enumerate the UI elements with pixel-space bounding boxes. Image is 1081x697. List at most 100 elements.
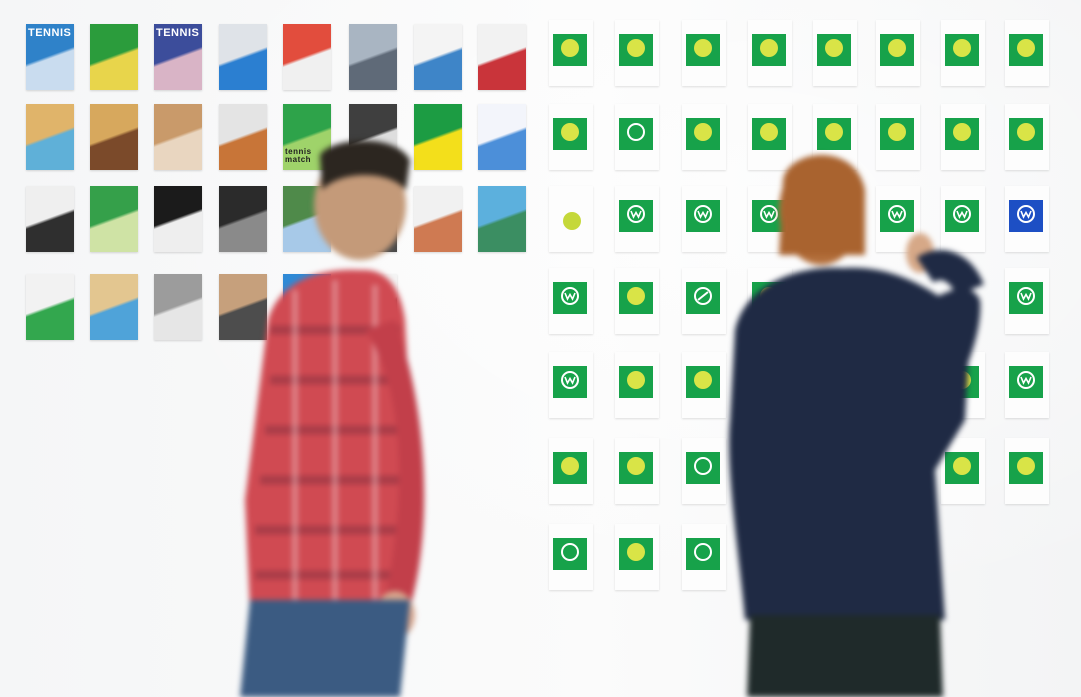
logo-card [549, 186, 593, 252]
print-image [26, 186, 74, 252]
inspiration-print [414, 186, 462, 252]
tennis-ball-icon [1017, 123, 1035, 141]
print-image [219, 104, 267, 170]
tennis-ball-icon [888, 123, 906, 141]
w-monogram-icon [627, 205, 645, 223]
inspiration-print [26, 104, 74, 170]
logo-card [615, 268, 659, 334]
logo-card [682, 20, 726, 86]
logo-tile [752, 34, 786, 66]
ring-logo-icon [561, 543, 579, 561]
tennis-ball-icon [561, 457, 579, 475]
logo-card [615, 104, 659, 170]
inspiration-print [90, 186, 138, 252]
w-monogram-icon [1017, 205, 1035, 223]
tennis-ball-icon [953, 123, 971, 141]
logo-card [615, 438, 659, 504]
logo-tile [553, 118, 587, 150]
tennis-ball-icon [694, 371, 712, 389]
logo-tile [686, 34, 720, 66]
logo-tile [880, 200, 914, 232]
print-image [90, 186, 138, 252]
tennis-ball-icon [760, 39, 778, 57]
logo-tile [686, 118, 720, 150]
logo-card [1005, 20, 1049, 86]
inspiration-print [349, 24, 397, 90]
logo-tile [1009, 282, 1043, 314]
print-image [154, 104, 202, 170]
logo-card [682, 104, 726, 170]
logo-card [682, 186, 726, 252]
logo-card [1005, 186, 1049, 252]
logo-card [748, 20, 792, 86]
print-image [219, 274, 267, 340]
inspiration-print [219, 24, 267, 90]
logo-card [1005, 268, 1049, 334]
inspiration-print: TENNIS [26, 24, 74, 90]
inspiration-print [414, 104, 462, 170]
tennis-ball-icon [760, 123, 778, 141]
logo-card [682, 352, 726, 418]
logo-tile [752, 118, 786, 150]
inspiration-print [154, 186, 202, 252]
print-image [219, 186, 267, 252]
logo-tile [686, 366, 720, 398]
inspiration-print [154, 274, 202, 340]
tennis-ball-icon [694, 39, 712, 57]
logo-tile [686, 200, 720, 232]
w-monogram-icon [1017, 371, 1035, 389]
print-image [349, 24, 397, 90]
logo-card [549, 104, 593, 170]
tennis-ball-icon [561, 39, 579, 57]
print-image [478, 186, 526, 252]
logo-card [941, 438, 985, 504]
logo-tile [553, 452, 587, 484]
inspiration-print [219, 104, 267, 170]
logo-tile [686, 452, 720, 484]
logo-tile [1009, 118, 1043, 150]
inspiration-print [90, 24, 138, 90]
inspiration-print [478, 104, 526, 170]
inspiration-print [90, 274, 138, 340]
print-title-text: tennis match [285, 147, 312, 164]
logo-tile [619, 282, 653, 314]
tennis-ball-icon [825, 39, 843, 57]
print-image [26, 24, 74, 90]
tennis-ball-icon [627, 287, 645, 305]
print-image [154, 186, 202, 252]
logo-tile [945, 118, 979, 150]
logo-card [1005, 352, 1049, 418]
tennis-ball-icon [563, 212, 581, 230]
tennis-ball-icon [627, 543, 645, 561]
print-image [219, 24, 267, 90]
tennis-ball-icon [1017, 457, 1035, 475]
logo-tile [553, 34, 587, 66]
logo-tile [686, 538, 720, 570]
logo-tile [619, 34, 653, 66]
inspiration-print [219, 186, 267, 252]
inspiration-print [478, 186, 526, 252]
logo-card [876, 104, 920, 170]
w-monogram-icon [1017, 287, 1035, 305]
tennis-ball-icon [953, 457, 971, 475]
print-image [90, 274, 138, 340]
logo-card [813, 20, 857, 86]
logo-tile [686, 282, 720, 314]
print-image [90, 24, 138, 90]
print-title-text: TENNIS [156, 27, 200, 39]
w-monogram-icon [561, 287, 579, 305]
logo-tile [553, 366, 587, 398]
logo-tile [553, 282, 587, 314]
logo-tile [619, 366, 653, 398]
print-image [414, 24, 462, 90]
logo-card [682, 524, 726, 590]
logo-tile [1009, 34, 1043, 66]
print-image [90, 104, 138, 170]
logo-tile [880, 118, 914, 150]
print-image [478, 24, 526, 90]
logo-tile [880, 34, 914, 66]
logo-tile [619, 200, 653, 232]
print-title-text: TENNIS [28, 27, 72, 39]
tennis-ball-icon [953, 39, 971, 57]
